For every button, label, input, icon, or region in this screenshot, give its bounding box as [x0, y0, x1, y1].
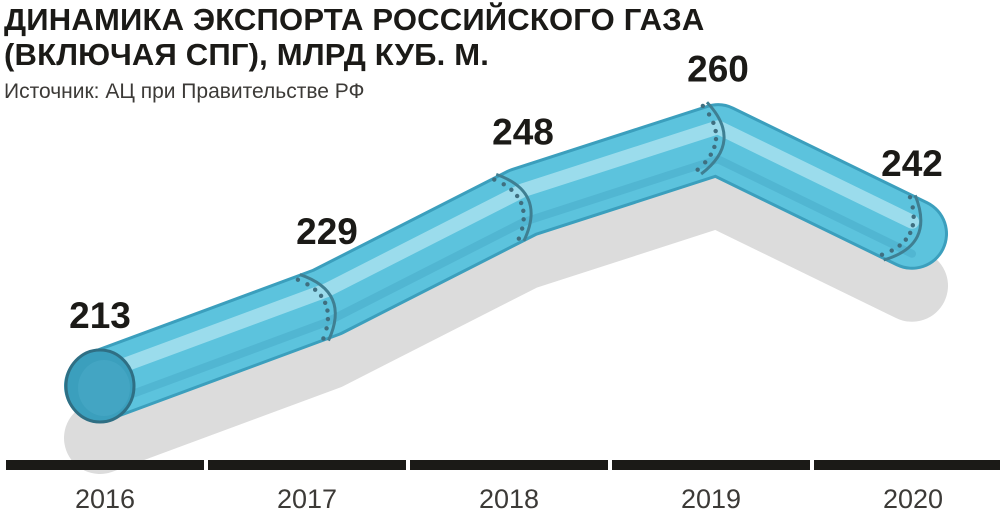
joint-rivet [312, 287, 318, 292]
pipe-shadow [64, 155, 948, 474]
axis-segment [814, 460, 1000, 470]
joint-rivet [321, 336, 326, 341]
joint-rivet [711, 120, 716, 126]
chart-title-line-1: ДИНАМИКА ЭКСПОРТА РОССИЙСКОГО ГАЗА [4, 2, 705, 37]
axis-segment [612, 460, 810, 470]
joint-rivet [305, 282, 310, 287]
joint-rivet [509, 187, 514, 192]
value-labels: 213 229 248 260 242 [69, 48, 943, 336]
joint-rivet [713, 136, 719, 142]
joint-seam [883, 194, 923, 262]
joint-rivet [708, 152, 713, 157]
joint-rivet [903, 237, 909, 242]
tick-label: 2016 [75, 484, 135, 514]
pipe-joint [295, 273, 337, 342]
pipe-shadow-line [64, 155, 948, 474]
joint-rivet [322, 300, 328, 305]
tick-label: 2017 [277, 484, 337, 514]
axis-segment [6, 460, 204, 470]
joint-rivet [879, 252, 885, 257]
value-label: 213 [69, 295, 131, 336]
chart-title-line-2: (ВКЛЮЧАЯ СПГ), МЛРД КУБ. М. [4, 37, 490, 72]
pipe-joints [295, 101, 923, 342]
pipe-joint [879, 194, 923, 262]
joint-rivet [516, 236, 522, 241]
joint-rivet [910, 223, 916, 228]
joint-rivet [908, 230, 913, 236]
tick-label: 2020 [883, 484, 943, 514]
joint-seam [700, 101, 726, 176]
axis-segment [410, 460, 608, 470]
joint-rivet [492, 177, 497, 182]
joint-rivet [700, 103, 706, 109]
pipe-lower-shade [96, 155, 916, 410]
axis-segment [208, 460, 406, 470]
joint-rivet [706, 112, 712, 117]
value-label: 260 [687, 48, 749, 89]
joint-rivet [325, 308, 330, 313]
value-label: 242 [881, 143, 943, 184]
tick-label: 2019 [681, 484, 741, 514]
pipe-joint [492, 172, 533, 242]
tick-label: 2018 [479, 484, 539, 514]
chart-title: ДИНАМИКА ЭКСПОРТА РОССИЙСКОГО ГАЗА (ВКЛЮ… [4, 2, 704, 72]
pipe-opening-inner [78, 360, 130, 416]
joint-rivet [501, 182, 506, 187]
joint-rivet [295, 277, 301, 282]
joint-rivet [318, 293, 324, 299]
pipe-joint [695, 101, 726, 176]
joint-rivet [911, 214, 916, 219]
value-label: 248 [492, 111, 554, 152]
joint-rivet [703, 160, 708, 165]
x-axis: 2016 2017 2018 2019 2020 [6, 460, 1000, 514]
joint-rivet [897, 243, 902, 248]
joint-seam [299, 273, 337, 342]
joint-rivet [518, 200, 524, 206]
joint-rivet [713, 128, 718, 134]
joint-rivet [325, 316, 331, 322]
joint-rivet [514, 193, 520, 199]
joint-rivet [521, 217, 526, 222]
joint-rivet [712, 144, 717, 150]
joint-rivet [695, 167, 700, 172]
joint-rivet [324, 326, 329, 331]
joint-seam [495, 172, 533, 242]
joint-rivet [521, 208, 526, 213]
joint-rivet [910, 205, 915, 210]
joint-rivet [519, 226, 525, 231]
joint-rivet [889, 248, 894, 253]
chart-source: Источник: АЦ при Правительстве РФ [4, 80, 365, 103]
joint-rivet [907, 194, 913, 200]
value-label: 229 [296, 211, 358, 252]
